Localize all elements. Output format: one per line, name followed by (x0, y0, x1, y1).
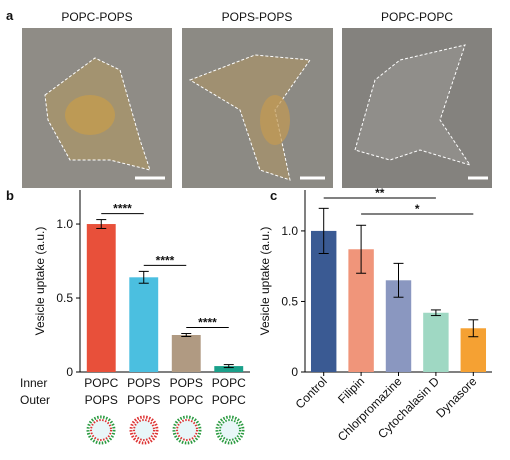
bar (86, 224, 116, 372)
x-tick-label: POPC (84, 376, 118, 390)
x-tick-label: Dynasore (433, 374, 479, 420)
y-tick-label: 0 (66, 365, 73, 379)
micrograph (182, 28, 333, 188)
x-tick-label: POPS (127, 393, 160, 407)
x-tick-label: POPC (212, 376, 246, 390)
micrograph (342, 28, 492, 188)
x-tick-label: POPS (127, 376, 160, 390)
image-title: POPC-POPC (381, 10, 453, 24)
significance-label: ** (375, 186, 385, 200)
x-tick-label: Chlorpromazine (335, 374, 405, 444)
row-label: Outer (20, 393, 50, 407)
panel-label: c (270, 188, 277, 203)
x-tick-label: POPC (212, 393, 246, 407)
significance-label: **** (198, 316, 217, 330)
bar (423, 312, 449, 372)
panel-label: b (6, 188, 14, 203)
vesicle-icons (86, 415, 245, 445)
y-tick-label: 0.5 (56, 291, 73, 305)
y-tick-label: 1.0 (281, 224, 298, 238)
y-tick-label: 0.5 (281, 294, 298, 308)
significance-label: **** (156, 253, 175, 267)
bar (310, 230, 337, 372)
row-label: Inner (20, 376, 47, 390)
x-tick-label: Filipin (335, 374, 367, 406)
y-tick-label: 0 (291, 365, 298, 379)
significance-label: **** (113, 202, 132, 216)
image-title: POPS-POPS (222, 10, 293, 24)
y-tick-label: 1.0 (56, 217, 73, 231)
bar (214, 366, 244, 372)
micrograph (22, 28, 172, 188)
x-tick-label: POPS (85, 393, 118, 407)
bar (129, 277, 159, 372)
x-tick-label: POPS (170, 376, 203, 390)
y-axis-label: Vesicle uptake (a.u.) (258, 227, 272, 336)
image-title: POPC-POPS (61, 10, 132, 24)
x-tick-label: POPC (169, 393, 203, 407)
significance-label: * (415, 202, 420, 216)
bar (171, 335, 201, 372)
panel-label: a (6, 8, 14, 23)
x-tick-label: Control (293, 374, 330, 411)
y-axis-label: Vesicle uptake (a.u.) (33, 227, 47, 336)
